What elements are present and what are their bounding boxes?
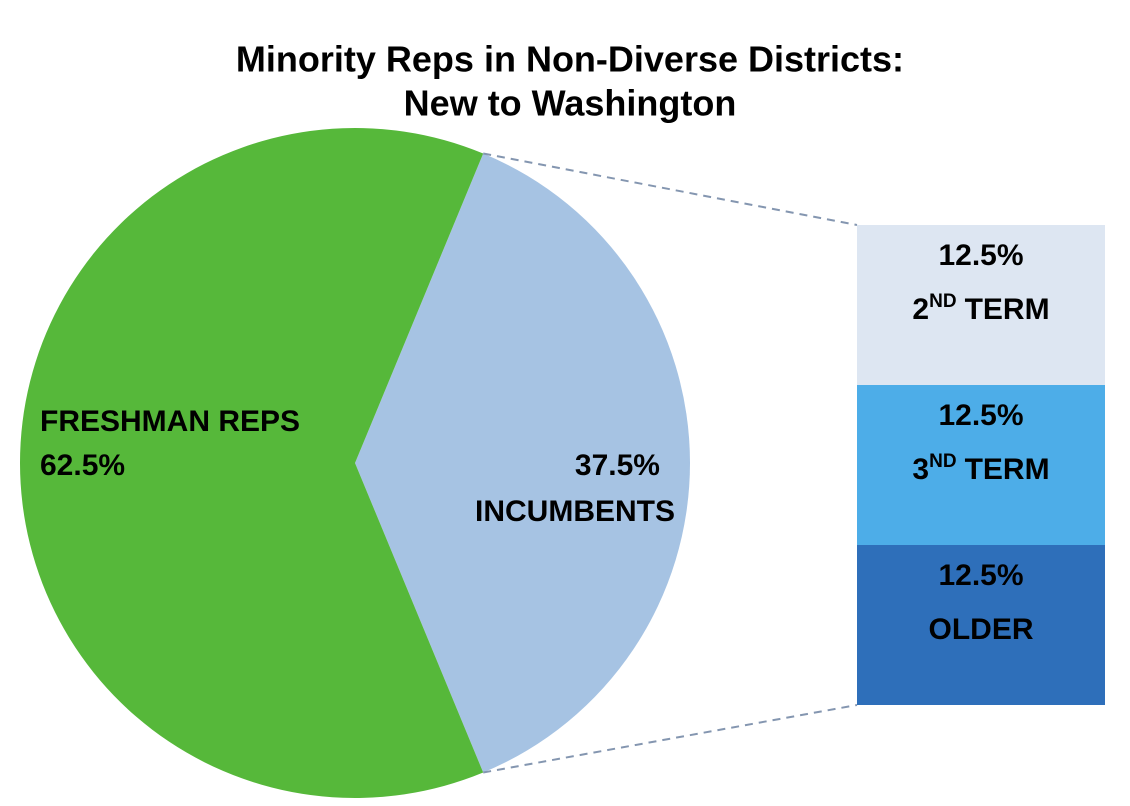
segment-value: 12.5%: [938, 399, 1023, 432]
slice-label: FRESHMAN REPS: [40, 405, 300, 438]
slice-value: 62.5%: [40, 449, 125, 482]
ordinal-number: 3: [912, 453, 929, 486]
ordinal-suffix: ND: [929, 291, 956, 312]
connector: [483, 152, 858, 226]
segment-label: 2ND TERM: [912, 291, 1049, 326]
bar-segment: [857, 225, 1105, 385]
slice-label: INCUMBENTS: [475, 495, 675, 528]
bar-segment: [857, 545, 1105, 705]
ordinal-number: 2: [912, 293, 929, 326]
segment-text: TERM: [965, 453, 1050, 486]
pie-slice: [355, 153, 690, 773]
segment-value: 12.5%: [938, 559, 1023, 592]
segment-value: 12.5%: [938, 239, 1023, 272]
bar-segment: [857, 385, 1105, 545]
segment-text: TERM: [965, 293, 1050, 326]
ordinal-suffix: ND: [929, 451, 956, 472]
segment-label: 3ND TERM: [912, 451, 1049, 486]
chart-title: New to Washington: [404, 83, 737, 124]
connector: [483, 704, 858, 774]
segment-label: OLDER: [929, 613, 1034, 646]
slice-value: 37.5%: [575, 449, 660, 482]
chart-title: Minority Reps in Non-Diverse Districts:: [236, 39, 904, 80]
pie-slice: [19, 128, 484, 799]
